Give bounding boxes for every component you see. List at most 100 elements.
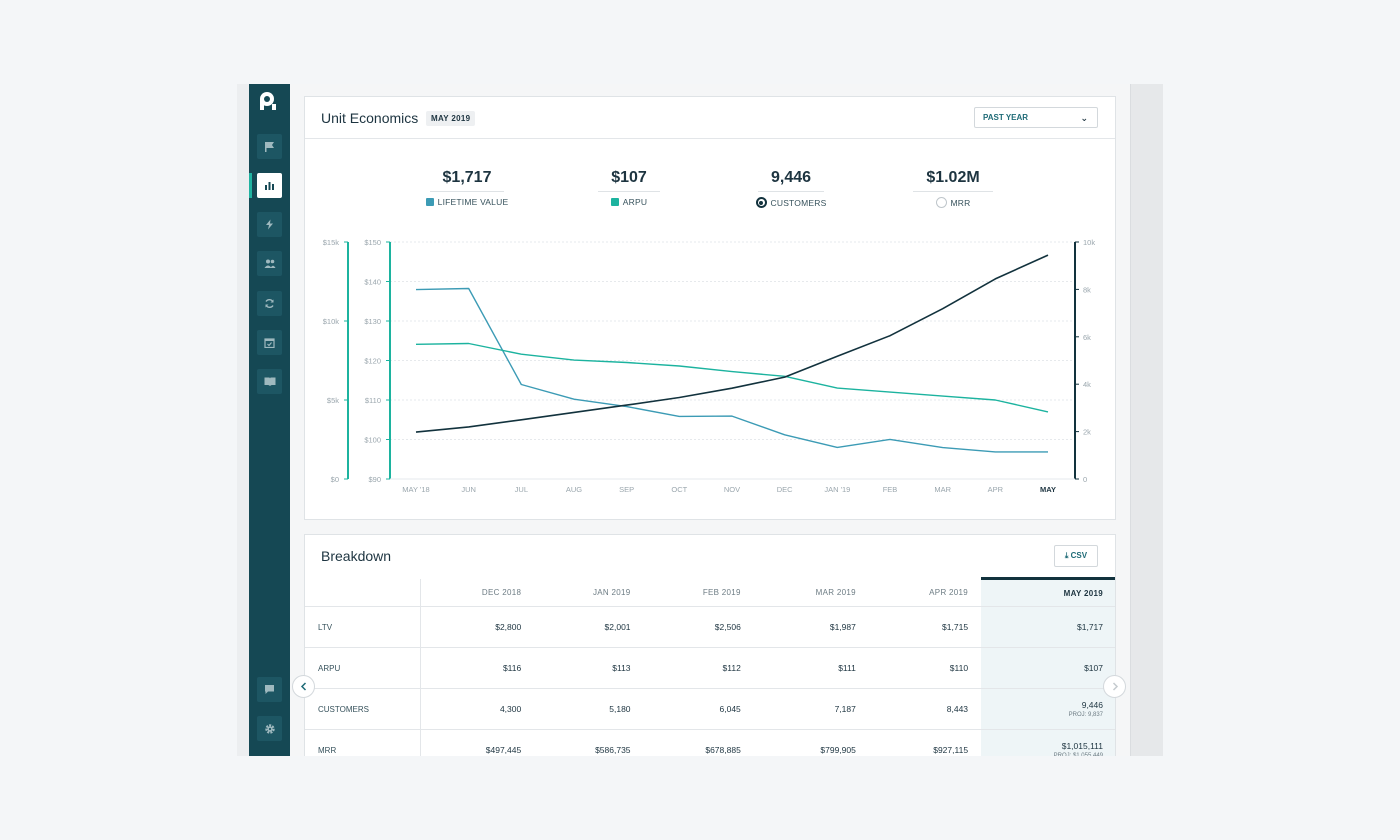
- range-select[interactable]: PAST YEAR ⌄: [974, 107, 1098, 128]
- y-tick-label: $10k: [323, 317, 340, 326]
- column-header: FEB 2019: [643, 578, 754, 607]
- row-label: CUSTOMERS: [305, 688, 421, 730]
- column-header: DEC 2018: [420, 578, 535, 607]
- metric-mrr[interactable]: $1.02M MRR: [883, 169, 1023, 208]
- table-row[interactable]: CUSTOMERS 4,300 5,180 6,045 7,187 8,443 9,446 P…: [305, 688, 1115, 730]
- table-header-row: DEC 2018 JAN 2019 FEB 2019 MAR 2019 APR …: [305, 577, 1115, 607]
- table-cell: 4,300: [420, 688, 535, 730]
- sidebar-item-subscriptions[interactable]: [257, 291, 282, 316]
- x-tick-label: FEB: [883, 485, 898, 494]
- book-icon: [264, 377, 275, 386]
- y-tick-label: 2k: [1083, 428, 1091, 437]
- row-label: MRR: [305, 729, 421, 756]
- logo-icon[interactable]: [258, 91, 280, 113]
- x-tick-label: OCT: [671, 485, 687, 494]
- series-line-arpu: [415, 342, 1049, 413]
- x-tick-label: MAR: [934, 485, 951, 494]
- y-tick-label: 0: [1083, 475, 1087, 484]
- column-header: APR 2019: [868, 578, 982, 607]
- series-line-ltv: [415, 287, 1048, 453]
- sidebar-item-chat[interactable]: [257, 677, 282, 702]
- y-tick-label: $150: [364, 238, 381, 247]
- series-line-customers: [415, 254, 1049, 433]
- flag-icon: [265, 142, 274, 152]
- table-cell: $2,001: [534, 606, 644, 648]
- breakdown-header: Breakdown ⤓ CSV: [305, 535, 1115, 577]
- column-header: JAN 2019: [534, 578, 644, 607]
- csv-download-button[interactable]: ⤓ CSV: [1054, 545, 1098, 567]
- chat-icon: [265, 685, 274, 694]
- row-label: ARPU: [305, 647, 421, 689]
- column-header-current: MAY 2019: [981, 577, 1115, 607]
- table-cell: $112: [643, 647, 754, 689]
- metric-arpu[interactable]: $107 ARPU: [559, 169, 699, 207]
- y-tick-label: 6k: [1083, 333, 1091, 342]
- download-icon: ⤓: [1064, 551, 1069, 560]
- row-label: LTV: [305, 606, 421, 648]
- y-tick-label: $0: [331, 475, 339, 484]
- swatch-icon: [610, 198, 619, 206]
- metric-value: $107: [598, 169, 660, 192]
- radio-empty-icon[interactable]: [935, 197, 947, 208]
- metric-label: MRR: [950, 197, 971, 208]
- sidebar-item-settings[interactable]: [257, 716, 282, 741]
- column-header: MAR 2019: [753, 578, 869, 607]
- next-page-button[interactable]: [1103, 675, 1126, 698]
- csv-label: CSV: [1070, 551, 1088, 560]
- projection-label: PROJ: 9,837: [1068, 712, 1103, 718]
- table-cell: $799,905: [753, 729, 869, 756]
- y-tick-label: $140: [364, 278, 381, 287]
- date-badge: MAY 2019: [426, 111, 476, 126]
- table-cell: $1,015,111 PROJ: $1,055,449: [981, 729, 1115, 756]
- lightning-icon: [266, 219, 273, 230]
- table-row[interactable]: ARPU $116 $113 $112 $111 $110 $107: [305, 647, 1115, 689]
- table-cell: $1,717: [981, 606, 1115, 648]
- main-content: Unit Economics MAY 2019 PAST YEAR ⌄ $1,7…: [290, 84, 1130, 756]
- metric-lifetime-value[interactable]: $1,717 LIFETIME VALUE: [397, 169, 537, 207]
- y-tick-label: $100: [364, 436, 381, 445]
- table-cell: $1,715: [868, 606, 982, 648]
- sidebar-item-analytics[interactable]: [257, 173, 282, 198]
- y-tick-label: $110: [365, 396, 381, 405]
- sidebar-item-customers[interactable]: [257, 251, 282, 276]
- swatch-icon: [425, 198, 434, 206]
- table-cell: 9,446 PROJ: 9,837: [981, 688, 1115, 730]
- y-tick-label: $5k: [327, 396, 339, 405]
- table-cell: $111: [753, 647, 869, 689]
- table-row[interactable]: MRR $497,445 $586,735 $678,885 $799,905 $927,…: [305, 729, 1115, 756]
- previous-page-button[interactable]: [292, 675, 315, 698]
- sidebar-item-docs[interactable]: [257, 369, 282, 394]
- metric-label: ARPU: [622, 197, 648, 207]
- table-cell: $678,885: [643, 729, 754, 756]
- breakdown-table: DEC 2018 JAN 2019 FEB 2019 MAR 2019 APR …: [305, 577, 1115, 756]
- table-cell: $116: [420, 647, 535, 689]
- x-tick-label: NOV: [724, 485, 740, 494]
- table-cell: $2,800: [420, 606, 535, 648]
- sidebar-item-activity[interactable]: [257, 212, 282, 237]
- range-select-value: PAST YEAR: [983, 113, 1029, 122]
- cell-value: 9,446: [1081, 700, 1103, 710]
- y-tick-label: 4k: [1083, 380, 1091, 389]
- table-cell: $107: [981, 647, 1115, 689]
- x-tick-label: AUG: [566, 485, 582, 494]
- app-window: Unit Economics MAY 2019 PAST YEAR ⌄ $1,7…: [237, 84, 1163, 756]
- table-cell: $2,506: [643, 606, 754, 648]
- radio-selected-icon[interactable]: [755, 197, 767, 208]
- sidebar-item-calendar[interactable]: [257, 330, 282, 355]
- line-chart: $0 $5k $10k $15k $90 $100 $110 $120 $130 $140 $150…: [323, 238, 1096, 494]
- table-cell: 6,045: [643, 688, 754, 730]
- gear-icon: [264, 723, 275, 734]
- card-header: Unit Economics MAY 2019 PAST YEAR ⌄: [305, 97, 1115, 139]
- table-cell: 8,443: [868, 688, 982, 730]
- metric-customers[interactable]: 9,446 CUSTOMERS: [721, 169, 861, 208]
- metric-value: 9,446: [757, 169, 825, 192]
- y-tick-label: $15k: [323, 238, 340, 247]
- table-cell: $110: [868, 647, 982, 689]
- sidebar-item-flags[interactable]: [257, 134, 282, 159]
- metric-label: LIFETIME VALUE: [437, 197, 509, 207]
- table-row[interactable]: LTV $2,800 $2,001 $2,506 $1,987 $1,715 $1,717: [305, 606, 1115, 648]
- cell-value: $1,717: [1077, 622, 1103, 632]
- y-tick-label: 10k: [1083, 238, 1095, 247]
- y-tick-label: $120: [364, 357, 381, 366]
- scroll-gutter: [1130, 84, 1163, 756]
